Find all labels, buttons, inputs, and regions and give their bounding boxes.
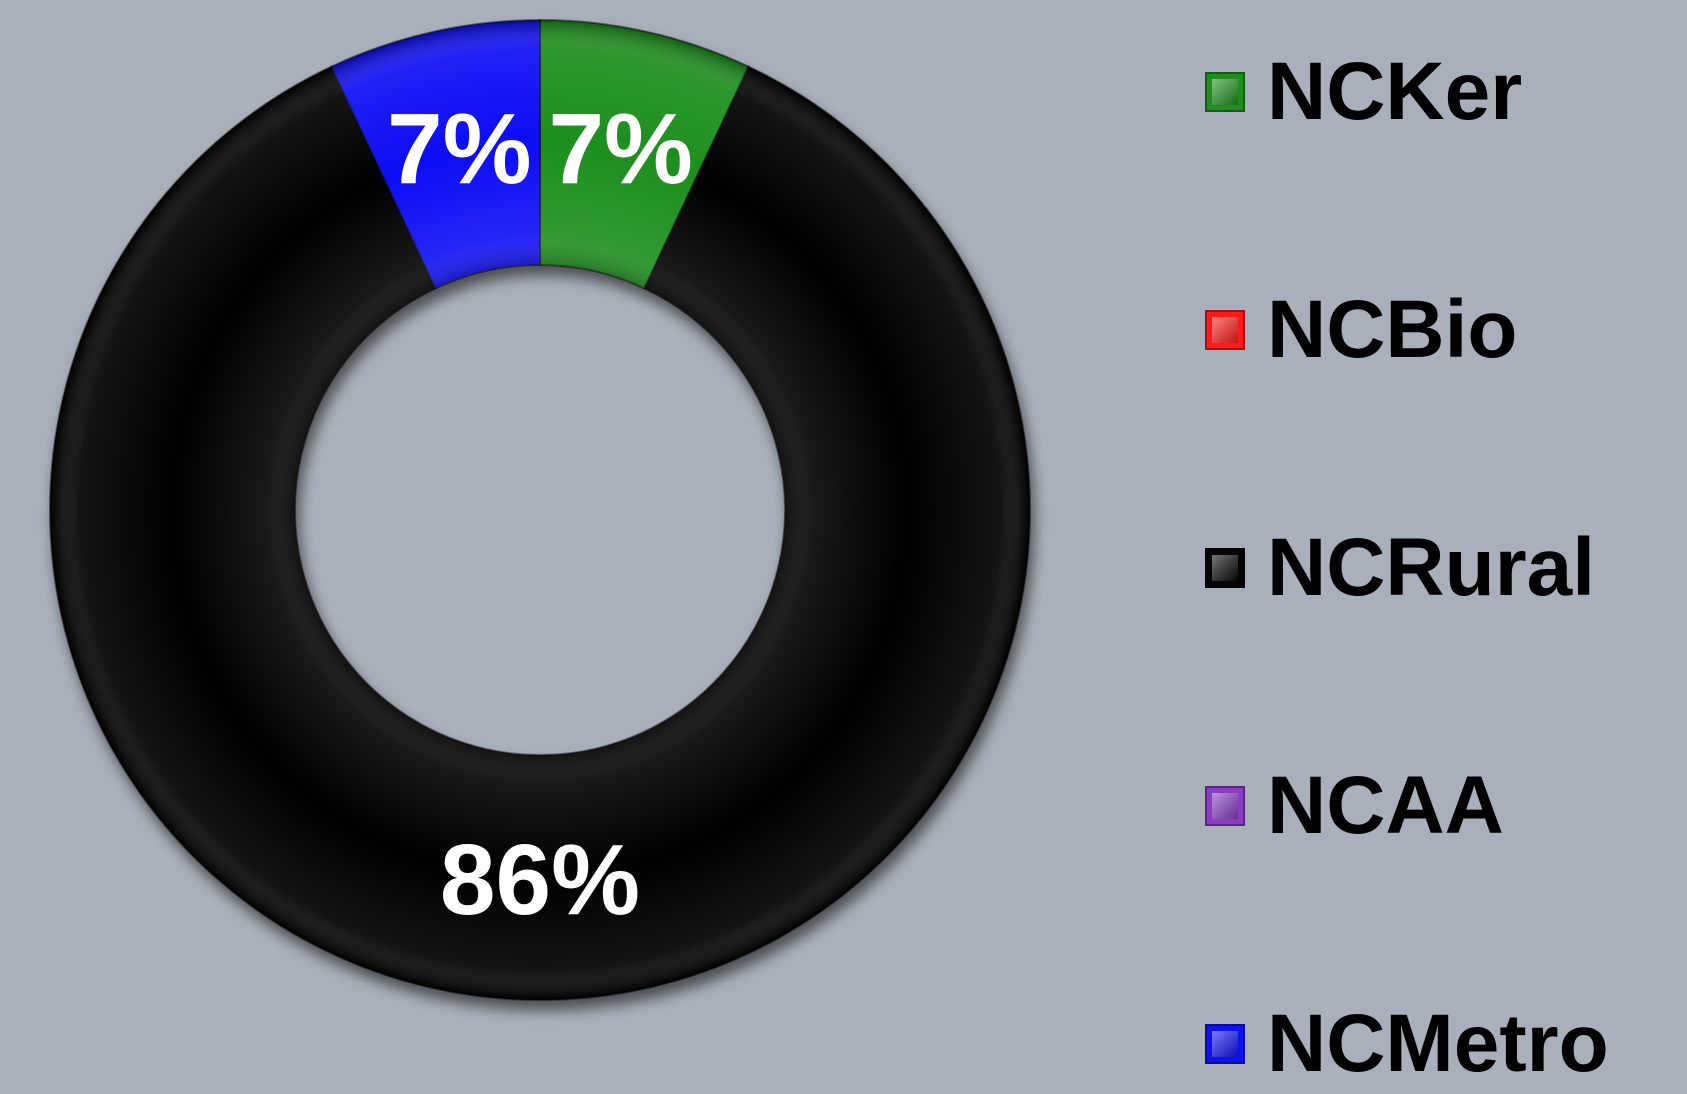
legend-swatch-ncbio <box>1205 310 1245 350</box>
donut-bevel <box>50 20 1030 1000</box>
legend-swatch-ncmetro <box>1205 1024 1245 1064</box>
legend-swatch-ncrural <box>1205 548 1245 588</box>
data-label-ncrural: 86% <box>440 824 640 936</box>
data-label-ncmetro: 7% <box>387 93 532 205</box>
legend-item-ncaa: NCAA <box>1205 756 1504 856</box>
donut-data-labels: 7% 86% 7% <box>387 93 693 936</box>
data-label-ncker: 7% <box>548 93 693 205</box>
legend-item-ncrural: NCRural <box>1205 518 1595 618</box>
legend-swatch-ncaa <box>1205 786 1245 826</box>
legend-label-ncmetro: NCMetro <box>1267 998 1609 1089</box>
legend-item-ncmetro: NCMetro <box>1205 994 1609 1094</box>
legend-label-ncbio: NCBio <box>1267 284 1518 375</box>
legend-item-ncbio: NCBio <box>1205 280 1518 380</box>
legend-item-ncker: NCKer <box>1205 42 1522 142</box>
legend-label-ncaa: NCAA <box>1267 760 1504 851</box>
donut-bevel-overlay <box>50 20 1030 1000</box>
legend-label-ncker: NCKer <box>1267 46 1523 137</box>
legend-swatch-ncker <box>1205 72 1245 112</box>
legend-label-ncrural: NCRural <box>1267 522 1596 613</box>
